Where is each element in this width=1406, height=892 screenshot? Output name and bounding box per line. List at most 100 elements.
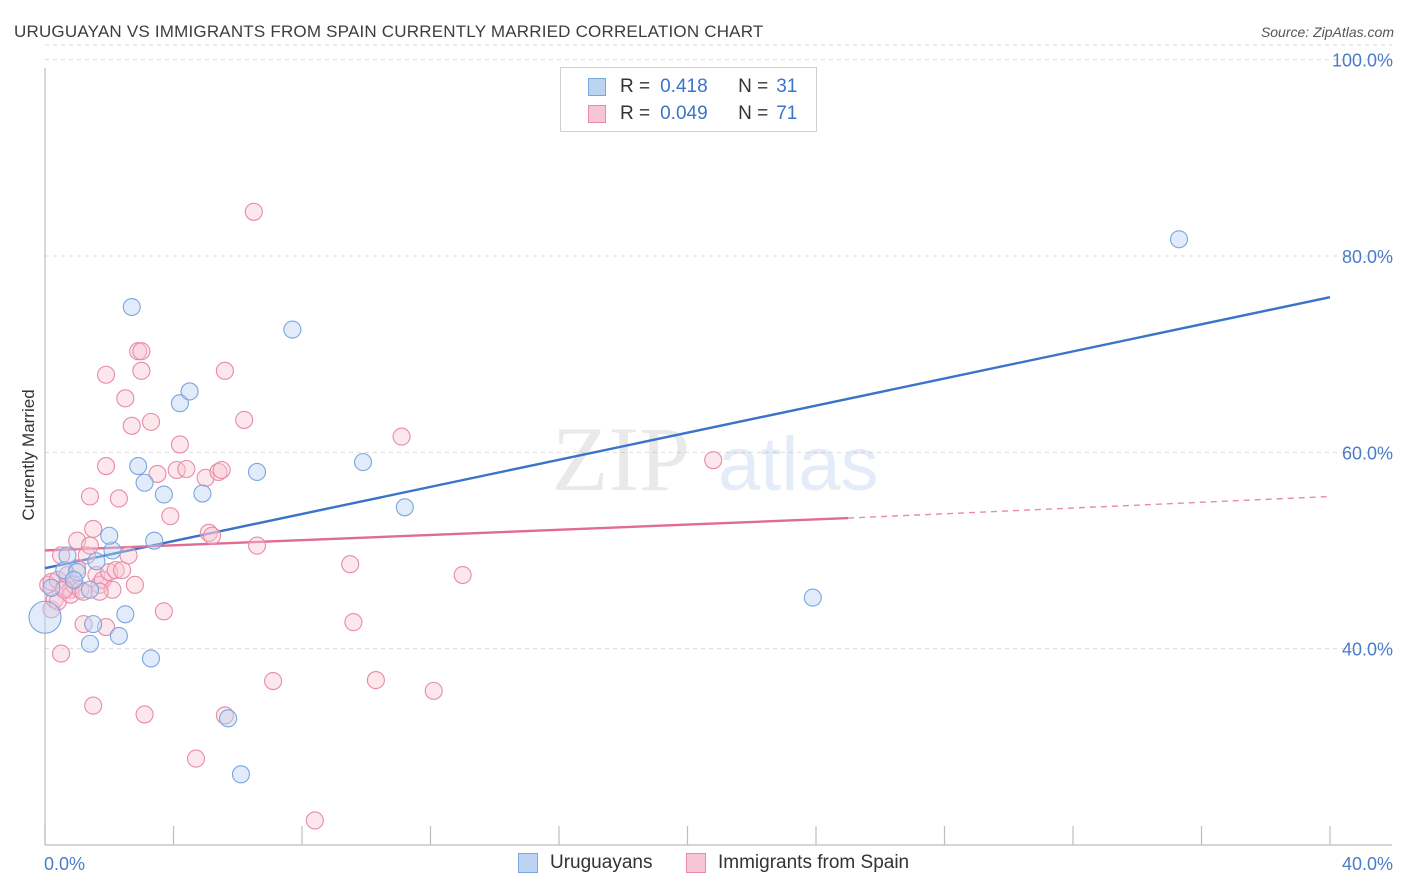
point-uruguayans <box>283 320 302 339</box>
y-tick-label: 60.0% <box>1342 443 1393 463</box>
point-uruguayans <box>109 626 128 645</box>
point-uruguayans <box>170 394 189 413</box>
point-uruguayans <box>231 765 251 784</box>
trend-lines <box>44 296 1331 570</box>
point-uruguayans <box>100 526 119 545</box>
point-spain <box>235 410 254 429</box>
point-spain <box>170 435 189 454</box>
point-spain <box>366 671 385 690</box>
watermark: ZIP atlas <box>552 408 879 510</box>
point-spain <box>96 457 116 476</box>
point-spain <box>453 565 472 585</box>
legend-r-value: 0.418 <box>660 76 708 97</box>
point-spain <box>52 644 71 663</box>
point-uruguayans <box>122 297 141 317</box>
y-tick-label: 40.0% <box>1342 640 1393 660</box>
legend-swatch-spain <box>686 853 706 873</box>
data-points <box>28 202 1189 830</box>
point-spain <box>141 412 161 431</box>
y-axis-label: Currently Married <box>19 389 38 520</box>
point-uruguayans <box>84 615 103 634</box>
point-spain <box>109 489 128 508</box>
point-spain <box>704 451 723 470</box>
watermark-atlas: atlas <box>718 422 879 507</box>
point-spain <box>132 342 151 361</box>
point-spain <box>122 416 141 435</box>
trend-line-spain <box>44 516 849 552</box>
legend-row-uruguayans: R = 0.418 N = 31 <box>588 76 797 98</box>
point-uruguayans <box>87 552 106 571</box>
point-uruguayans <box>247 462 267 482</box>
legend-n-value: 31 <box>776 76 798 97</box>
point-spain <box>106 561 125 580</box>
legend-n-label: N = <box>738 76 769 97</box>
point-spain <box>74 582 93 601</box>
point-spain <box>71 580 90 599</box>
y-tick-label: 80.0% <box>1342 247 1393 267</box>
legend-n-value: 71 <box>776 103 798 124</box>
grid-lines <box>45 44 1392 650</box>
legend-label-spain: Immigrants from Spain <box>718 852 910 873</box>
point-uruguayans <box>141 649 161 668</box>
point-spain <box>74 615 93 634</box>
point-uruguayans <box>145 531 164 550</box>
point-uruguayans <box>180 382 199 401</box>
point-spain <box>199 523 218 542</box>
point-spain <box>116 389 135 408</box>
point-spain <box>84 696 103 715</box>
point-spain <box>96 365 116 384</box>
point-spain <box>119 546 138 565</box>
point-spain <box>161 507 180 526</box>
trend-line-uruguayans <box>44 296 1331 570</box>
point-spain <box>135 705 154 724</box>
legend-swatch-uruguayans <box>518 853 538 873</box>
point-uruguayans <box>803 588 822 607</box>
point-uruguayans <box>135 473 154 492</box>
legend-item-uruguayans[interactable]: Uruguayans <box>518 852 652 874</box>
legend-r-label: R = <box>620 76 651 97</box>
series-legend: Uruguayans Immigrants from Spain <box>0 852 1406 878</box>
legend-n-label: N = <box>738 103 769 124</box>
point-uruguayans <box>42 578 61 597</box>
point-spain <box>215 361 234 380</box>
point-spain <box>167 460 186 480</box>
legend-label-uruguayans: Uruguayans <box>550 852 653 873</box>
point-spain <box>77 546 96 565</box>
point-spain <box>148 464 167 483</box>
point-spain <box>215 706 234 725</box>
point-spain <box>80 536 100 555</box>
point-uruguayans <box>193 484 212 503</box>
point-uruguayans <box>219 709 238 728</box>
axes <box>44 68 1392 846</box>
point-uruguayans <box>28 600 62 634</box>
point-uruguayans <box>353 453 373 472</box>
point-uruguayans <box>80 580 100 599</box>
watermark-zip: ZIP <box>552 408 690 510</box>
point-uruguayans <box>116 605 135 624</box>
point-spain <box>264 672 283 691</box>
x-tick-label: 40.0% <box>1342 854 1393 874</box>
point-spain <box>247 536 267 555</box>
point-spain <box>203 526 222 545</box>
legend-swatch-uruguayans <box>588 78 606 96</box>
point-spain <box>154 602 173 621</box>
point-uruguayans <box>58 546 77 565</box>
point-spain <box>177 459 196 479</box>
legend-r-value: 0.049 <box>660 103 708 124</box>
point-spain <box>80 487 100 506</box>
legend-item-spain[interactable]: Immigrants from Spain <box>686 852 909 874</box>
point-uruguayans <box>1169 230 1189 249</box>
chart-title: URUGUAYAN VS IMMIGRANTS FROM SPAIN CURRE… <box>14 22 764 41</box>
point-spain <box>341 555 360 574</box>
point-uruguayans <box>64 570 83 589</box>
source-note: Source: ZipAtlas.com <box>1260 24 1394 40</box>
point-uruguayans <box>103 541 122 560</box>
point-spain <box>244 202 263 221</box>
tick-labels: 40.0% 60.0% 80.0% 100.0% 0.0% 40.0% <box>44 51 1393 874</box>
point-spain <box>186 749 206 768</box>
point-spain <box>212 460 231 480</box>
point-spain <box>132 361 151 380</box>
legend-row-spain: R = 0.049 N = 71 <box>588 103 797 125</box>
y-tick-label: 100.0% <box>1332 51 1393 71</box>
